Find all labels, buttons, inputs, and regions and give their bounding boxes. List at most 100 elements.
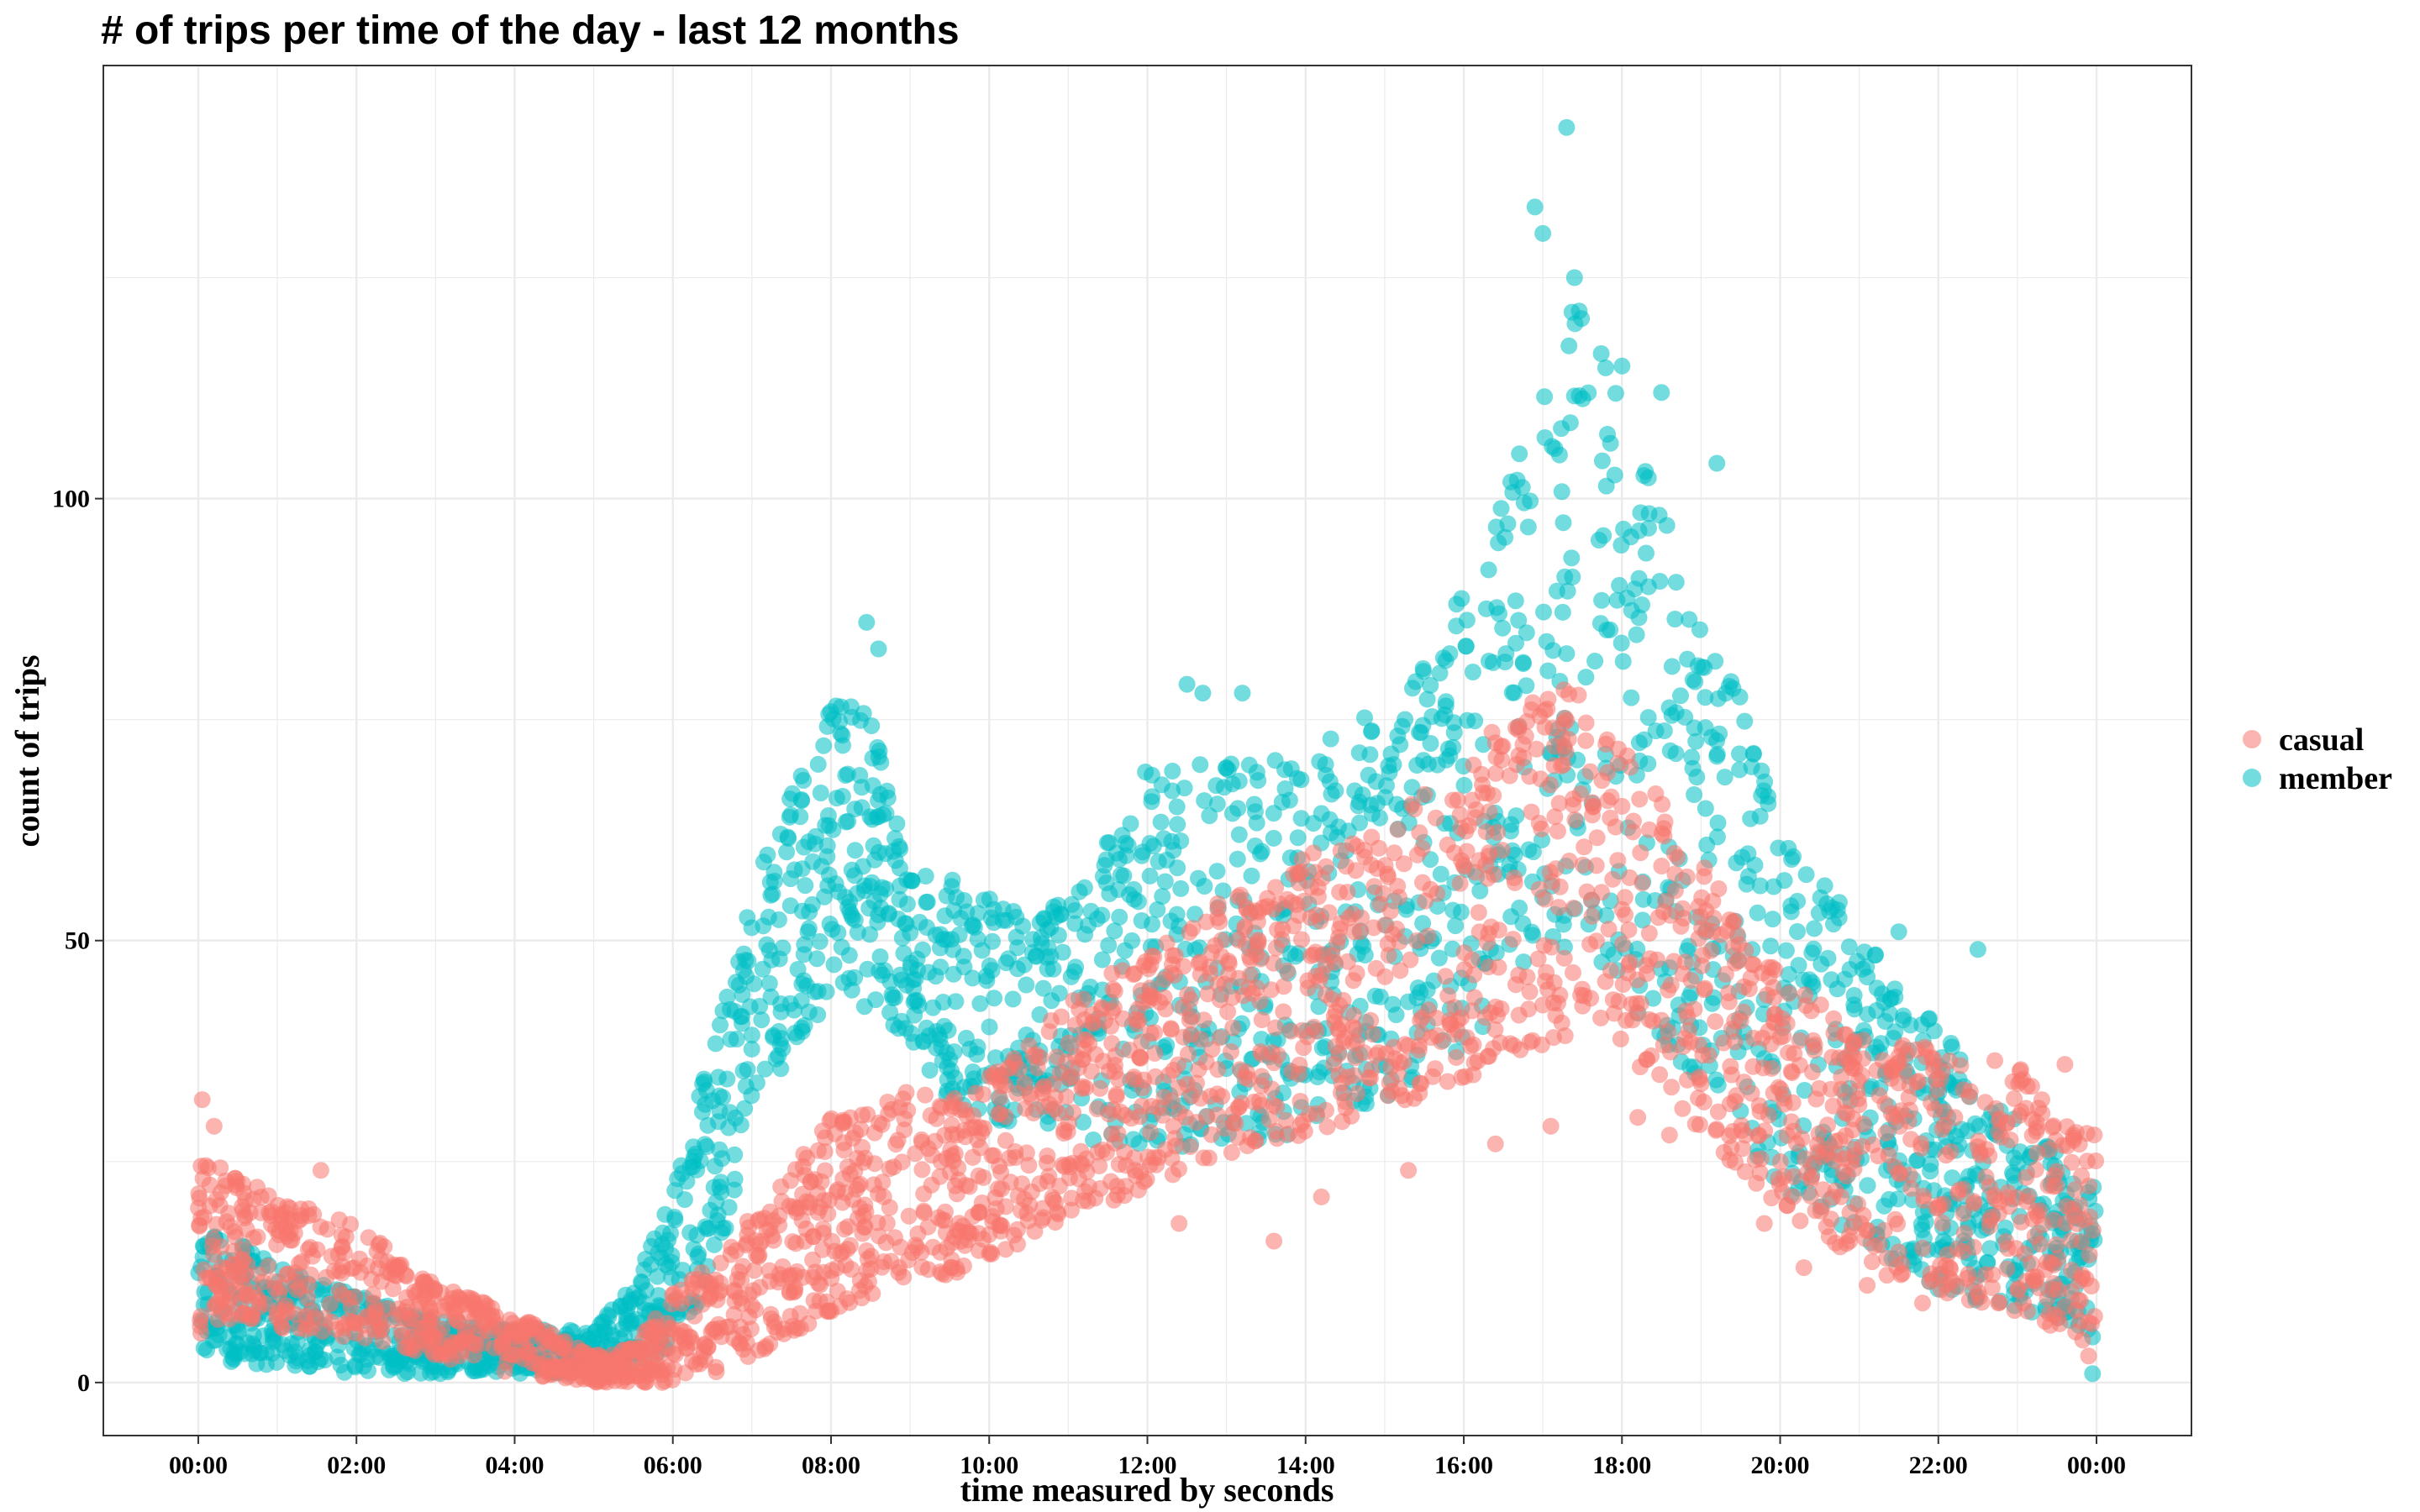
point-casual [496,1362,513,1380]
point-member [921,1062,939,1079]
point-casual [212,1184,229,1201]
point-casual [1240,1070,1258,1088]
point-casual [1381,1074,1398,1091]
point-casual [751,1236,768,1253]
point-casual [2028,1268,2045,1286]
point-member [1502,816,1520,833]
point-casual [1211,991,1228,1009]
x-tick-label: 18:00 [1592,1452,1651,1479]
point-casual [1008,1084,1026,1102]
point-member [1228,850,1246,868]
point-casual [365,1294,382,1312]
point-member [997,954,1015,972]
series-casual [190,681,2105,1391]
point-casual [1464,1002,1481,1020]
point-casual [1609,852,1627,869]
point-casual [1686,1000,1703,1018]
point-casual [1690,1089,1707,1107]
point-member [885,1016,902,1034]
point-member [808,950,826,968]
point-casual [1510,1006,1528,1024]
point-casual [1765,989,1783,1006]
point-casual [1506,874,1523,891]
point-casual [1923,1094,1940,1111]
point-casual [204,1237,221,1255]
point-casual [992,1105,1009,1123]
point-casual [1331,920,1349,937]
point-casual [936,1126,954,1144]
point-casual [1902,1179,1920,1197]
point-casual [1523,701,1540,718]
point-member [855,998,873,1016]
point-member [512,1364,529,1382]
point-casual [1504,931,1522,948]
point-casual [1126,1149,1143,1167]
point-casual [1142,1025,1160,1042]
point-casual [1551,878,1569,895]
point-casual [1465,989,1483,1006]
point-member [1632,504,1649,522]
point-casual [1970,1132,1987,1150]
point-member [1076,879,1093,896]
point-member [855,858,871,875]
point-casual [997,1241,1014,1258]
point-casual [436,1301,454,1319]
point-casual [1839,1105,1855,1122]
point-member [734,1062,752,1079]
point-casual [915,1185,933,1203]
point-casual [973,1194,991,1211]
point-member [650,1244,667,1262]
point-casual [1299,979,1317,997]
point-casual [2018,1302,2036,1320]
point-member [860,900,878,917]
point-casual [2009,1280,2027,1297]
point-casual [1542,776,1559,794]
point-casual [1660,1126,1678,1144]
point-casual [1838,1235,1855,1252]
point-member [828,790,845,807]
point-casual [1349,1084,1366,1102]
point-member [1466,712,1484,730]
point-casual [1565,963,1581,981]
point-casual [881,1199,898,1216]
point-casual [1457,822,1475,840]
point-member [1243,867,1260,885]
point-casual [1928,1200,1945,1217]
point-casual [1108,1186,1126,1204]
point-casual [424,1309,441,1326]
point-casual [1365,878,1383,895]
point-casual [955,1121,973,1139]
point-member [803,895,821,913]
point-member [1346,782,1364,800]
point-casual [1634,874,1651,892]
point-casual [1649,909,1667,927]
point-casual [384,1280,402,1298]
point-casual [942,1100,960,1117]
point-casual [1158,934,1176,952]
point-member [743,1040,760,1058]
x-tick-label: 16:00 [1434,1452,1493,1479]
point-member [1635,467,1653,485]
point-casual [1785,1188,1802,1205]
point-casual [1105,999,1123,1016]
point-casual [1411,1074,1428,1092]
point-member [1682,984,1700,1002]
point-casual [1336,1093,1354,1110]
point-casual [267,1221,285,1237]
point-member [883,986,901,1004]
point-casual [1549,822,1566,840]
point-casual [800,1315,818,1332]
point-member [1265,805,1282,822]
point-casual [1560,853,1578,869]
point-member [1445,724,1463,742]
point-casual [1938,1147,1954,1164]
point-casual [1632,844,1649,862]
point-member [718,988,736,1005]
point-casual [1797,986,1814,1004]
point-casual [1094,1053,1112,1070]
point-casual [729,1271,746,1288]
point-member [843,708,860,726]
point-casual [1292,1093,1309,1110]
point-member [793,860,811,878]
point-casual [699,1339,717,1357]
